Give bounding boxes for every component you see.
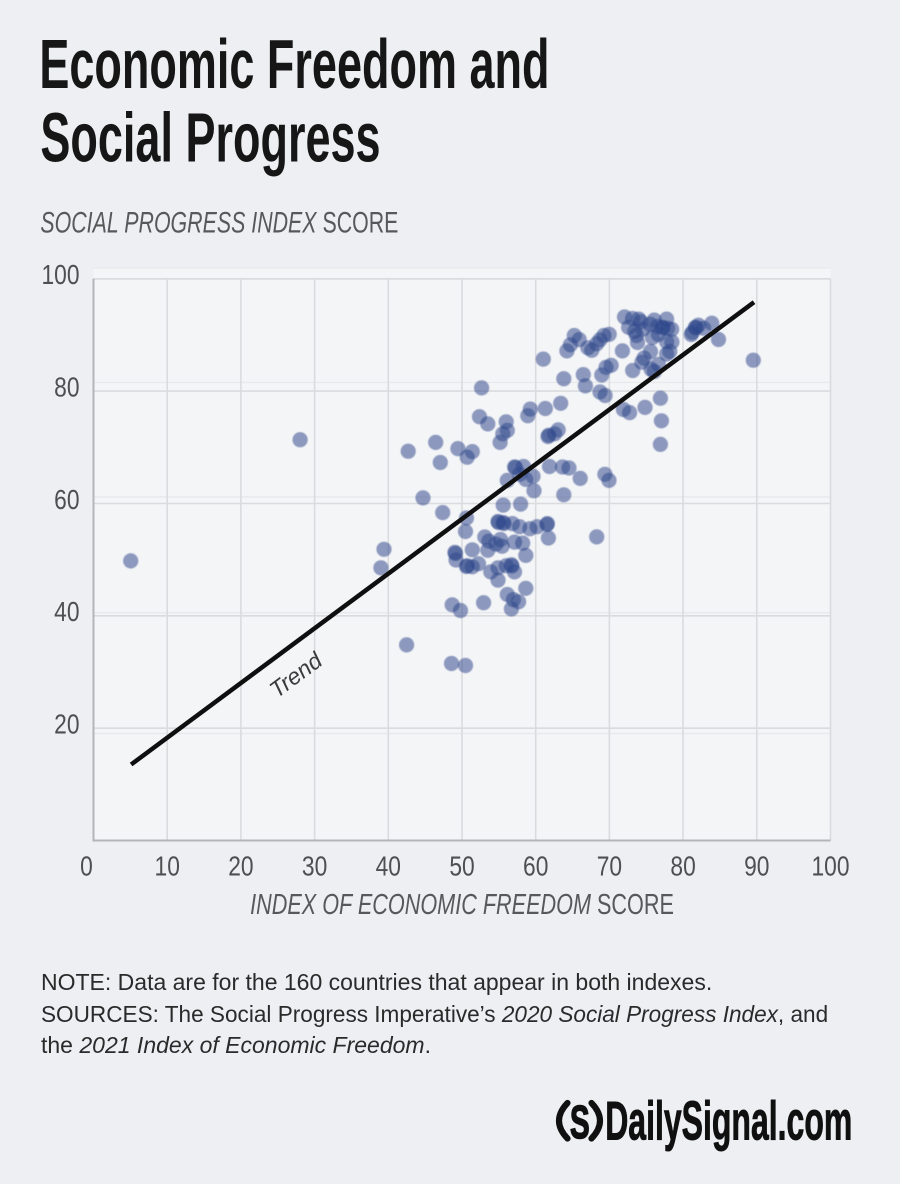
svg-text:SOURCES: The Social Progress I: SOURCES: The Social Progress Imperative’…: [41, 1001, 828, 1027]
svg-text:the 2021 Index of Economic Fre: the 2021 Index of Economic Freedom.: [41, 1032, 431, 1058]
svg-text:DailySignal.com: DailySignal.com: [605, 1091, 852, 1152]
svg-text:60: 60: [54, 485, 79, 516]
svg-text:Economic Freedom and: Economic Freedom and: [39, 26, 549, 103]
svg-text:40: 40: [376, 851, 401, 882]
svg-text:60: 60: [523, 851, 548, 882]
svg-text:30: 30: [302, 851, 327, 882]
svg-text:80: 80: [54, 372, 79, 403]
svg-text:0: 0: [80, 851, 93, 882]
svg-text:20: 20: [228, 851, 253, 882]
svg-text:NOTE: Data are for the 160 cou: NOTE: Data are for the 160 countries tha…: [41, 969, 712, 995]
svg-text:SOCIAL PROGRESS INDEX SCORE: SOCIAL PROGRESS INDEX SCORE: [40, 207, 398, 239]
svg-text:100: 100: [41, 260, 79, 291]
svg-text:10: 10: [155, 851, 180, 882]
svg-text:90: 90: [744, 851, 769, 882]
svg-text:80: 80: [670, 851, 695, 882]
svg-text:100: 100: [811, 851, 849, 882]
svg-text:Social Progress: Social Progress: [40, 100, 380, 177]
svg-text:20: 20: [54, 709, 79, 740]
svg-text:50: 50: [449, 851, 474, 882]
svg-text:S: S: [570, 1098, 590, 1149]
svg-text:40: 40: [54, 597, 79, 628]
svg-text:70: 70: [597, 851, 622, 882]
svg-text:INDEX OF ECONOMIC FREEDOM SCOR: INDEX OF ECONOMIC FREEDOM SCORE: [250, 889, 674, 921]
